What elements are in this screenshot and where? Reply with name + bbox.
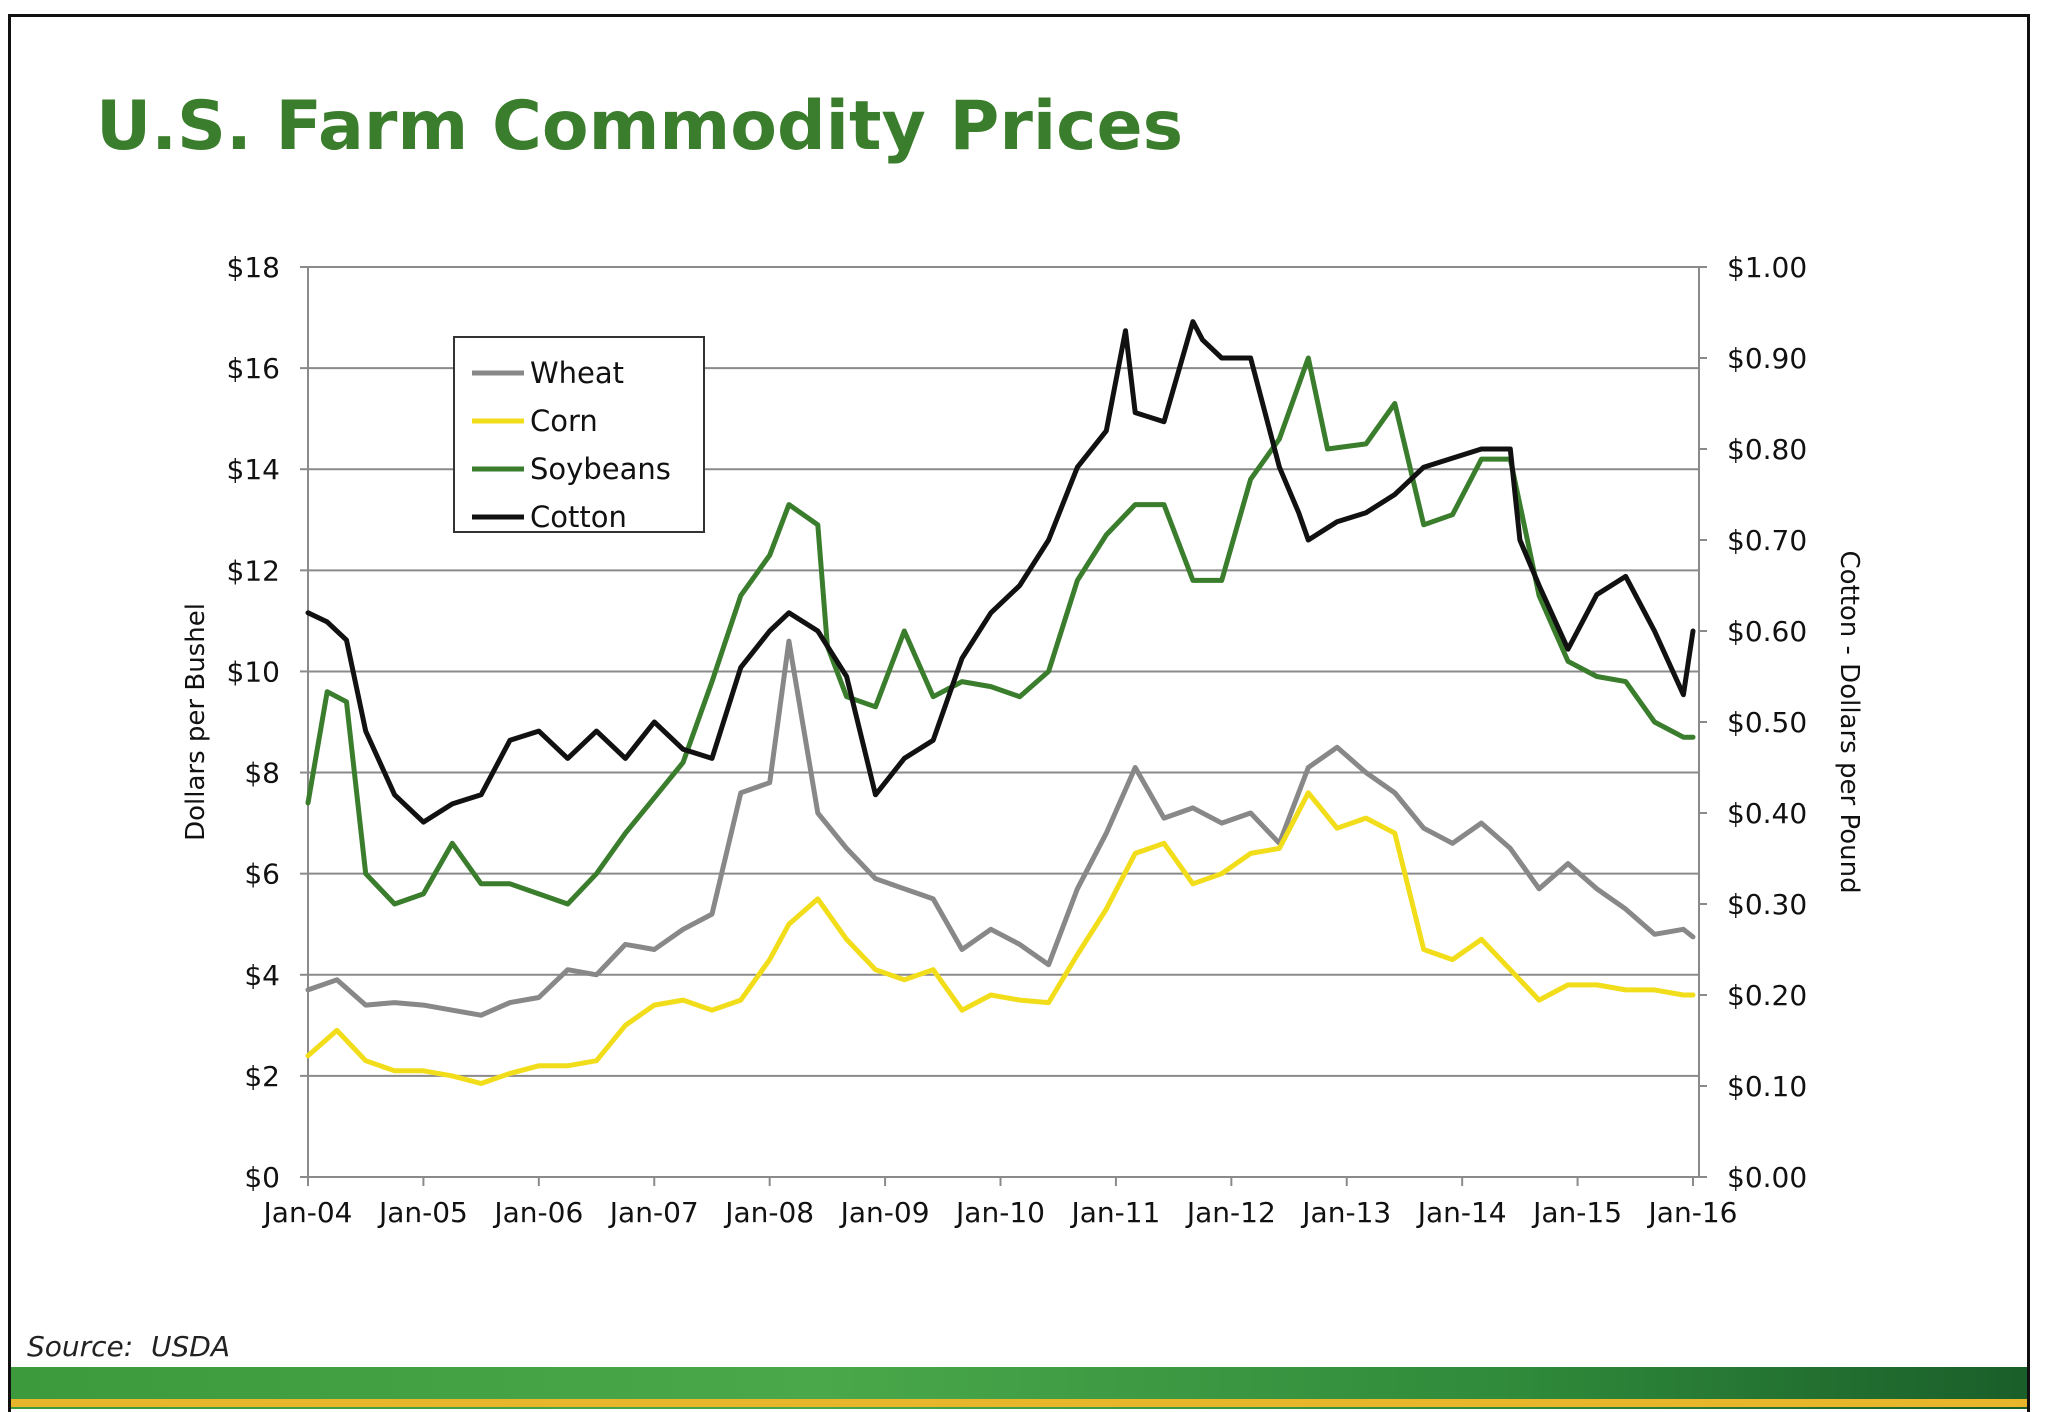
x-tick-label: Jan-16 bbox=[1647, 1196, 1738, 1229]
footer-gold-stripe bbox=[11, 1399, 2027, 1407]
x-tick-label: Jan-10 bbox=[954, 1196, 1045, 1229]
series-line-cotton bbox=[305, 319, 1696, 825]
y-tick-label: $10 bbox=[227, 655, 280, 688]
x-tick-label: Jan-07 bbox=[608, 1196, 699, 1229]
y-tick-label: $16 bbox=[227, 352, 280, 385]
line-chart: $0 $2 $4 $6 $8 $10 $12 $14 $16 $18 $0.00 $0.10 $0.20… bbox=[181, 251, 1864, 1229]
y-tick-label: $6 bbox=[244, 858, 280, 891]
y-tick-label: $8 bbox=[244, 757, 280, 790]
x-tick-label: Jan-15 bbox=[1531, 1196, 1622, 1229]
x-tick-label: Jan-06 bbox=[492, 1196, 583, 1229]
legend-label-soybeans: Soybeans bbox=[530, 452, 671, 486]
legend-label-corn: Corn bbox=[530, 404, 598, 438]
y2-tick-label: $0.90 bbox=[1727, 342, 1807, 375]
y2-tick-label: $0.20 bbox=[1727, 979, 1807, 1012]
slide-frame: U.S. Farm Commodity Prices $0 $2 $4 $6 $8 $10… bbox=[8, 14, 2030, 1412]
x-tick-label: Jan-04 bbox=[262, 1196, 353, 1229]
x-tick-label: Jan-11 bbox=[1069, 1196, 1160, 1229]
x-tick-label: Jan-13 bbox=[1300, 1196, 1391, 1229]
y-tick-label: $2 bbox=[244, 1060, 280, 1093]
y2-tick-label: $0.00 bbox=[1727, 1161, 1807, 1194]
y2-tick-label: $0.70 bbox=[1727, 524, 1807, 557]
x-tick-label: Jan-08 bbox=[723, 1196, 814, 1229]
y-axis-label: Dollars per Bushel bbox=[181, 603, 211, 841]
source-note: Source: USDA bbox=[27, 1330, 230, 1363]
y2-tick-label: $0.30 bbox=[1727, 888, 1807, 921]
y-tick-label: $0 bbox=[244, 1161, 280, 1194]
legend-label-wheat: Wheat bbox=[530, 356, 624, 390]
y2-tick-label: $0.10 bbox=[1727, 1070, 1807, 1103]
legend-label-cotton: Cotton bbox=[530, 500, 627, 534]
x-tick-label: Jan-09 bbox=[839, 1196, 930, 1229]
y2-tick-label: $0.40 bbox=[1727, 797, 1807, 830]
y-tick-label: $14 bbox=[227, 453, 280, 486]
y2-tick-label: $1.00 bbox=[1727, 251, 1807, 284]
x-tick-label: Jan-05 bbox=[377, 1196, 468, 1229]
y2-tick-label: $0.50 bbox=[1727, 706, 1807, 739]
series-line-wheat bbox=[305, 638, 1696, 1018]
y2-axis-label: Cotton - Dollars per Pound bbox=[1834, 550, 1864, 893]
y-tick-label: $18 bbox=[227, 251, 280, 284]
y-tick-label: $12 bbox=[227, 554, 280, 587]
series-line-corn bbox=[305, 790, 1696, 1086]
y-tick-label: $4 bbox=[244, 959, 280, 992]
x-tick-label: Jan-12 bbox=[1185, 1196, 1276, 1229]
y2-tick-label: $0.80 bbox=[1727, 433, 1807, 466]
x-tick-label: Jan-14 bbox=[1416, 1196, 1507, 1229]
y2-tick-label: $0.60 bbox=[1727, 615, 1807, 648]
page-title: U.S. Farm Commodity Prices bbox=[96, 87, 1184, 166]
legend-box bbox=[453, 336, 705, 533]
series-line-soybeans bbox=[305, 355, 1696, 907]
